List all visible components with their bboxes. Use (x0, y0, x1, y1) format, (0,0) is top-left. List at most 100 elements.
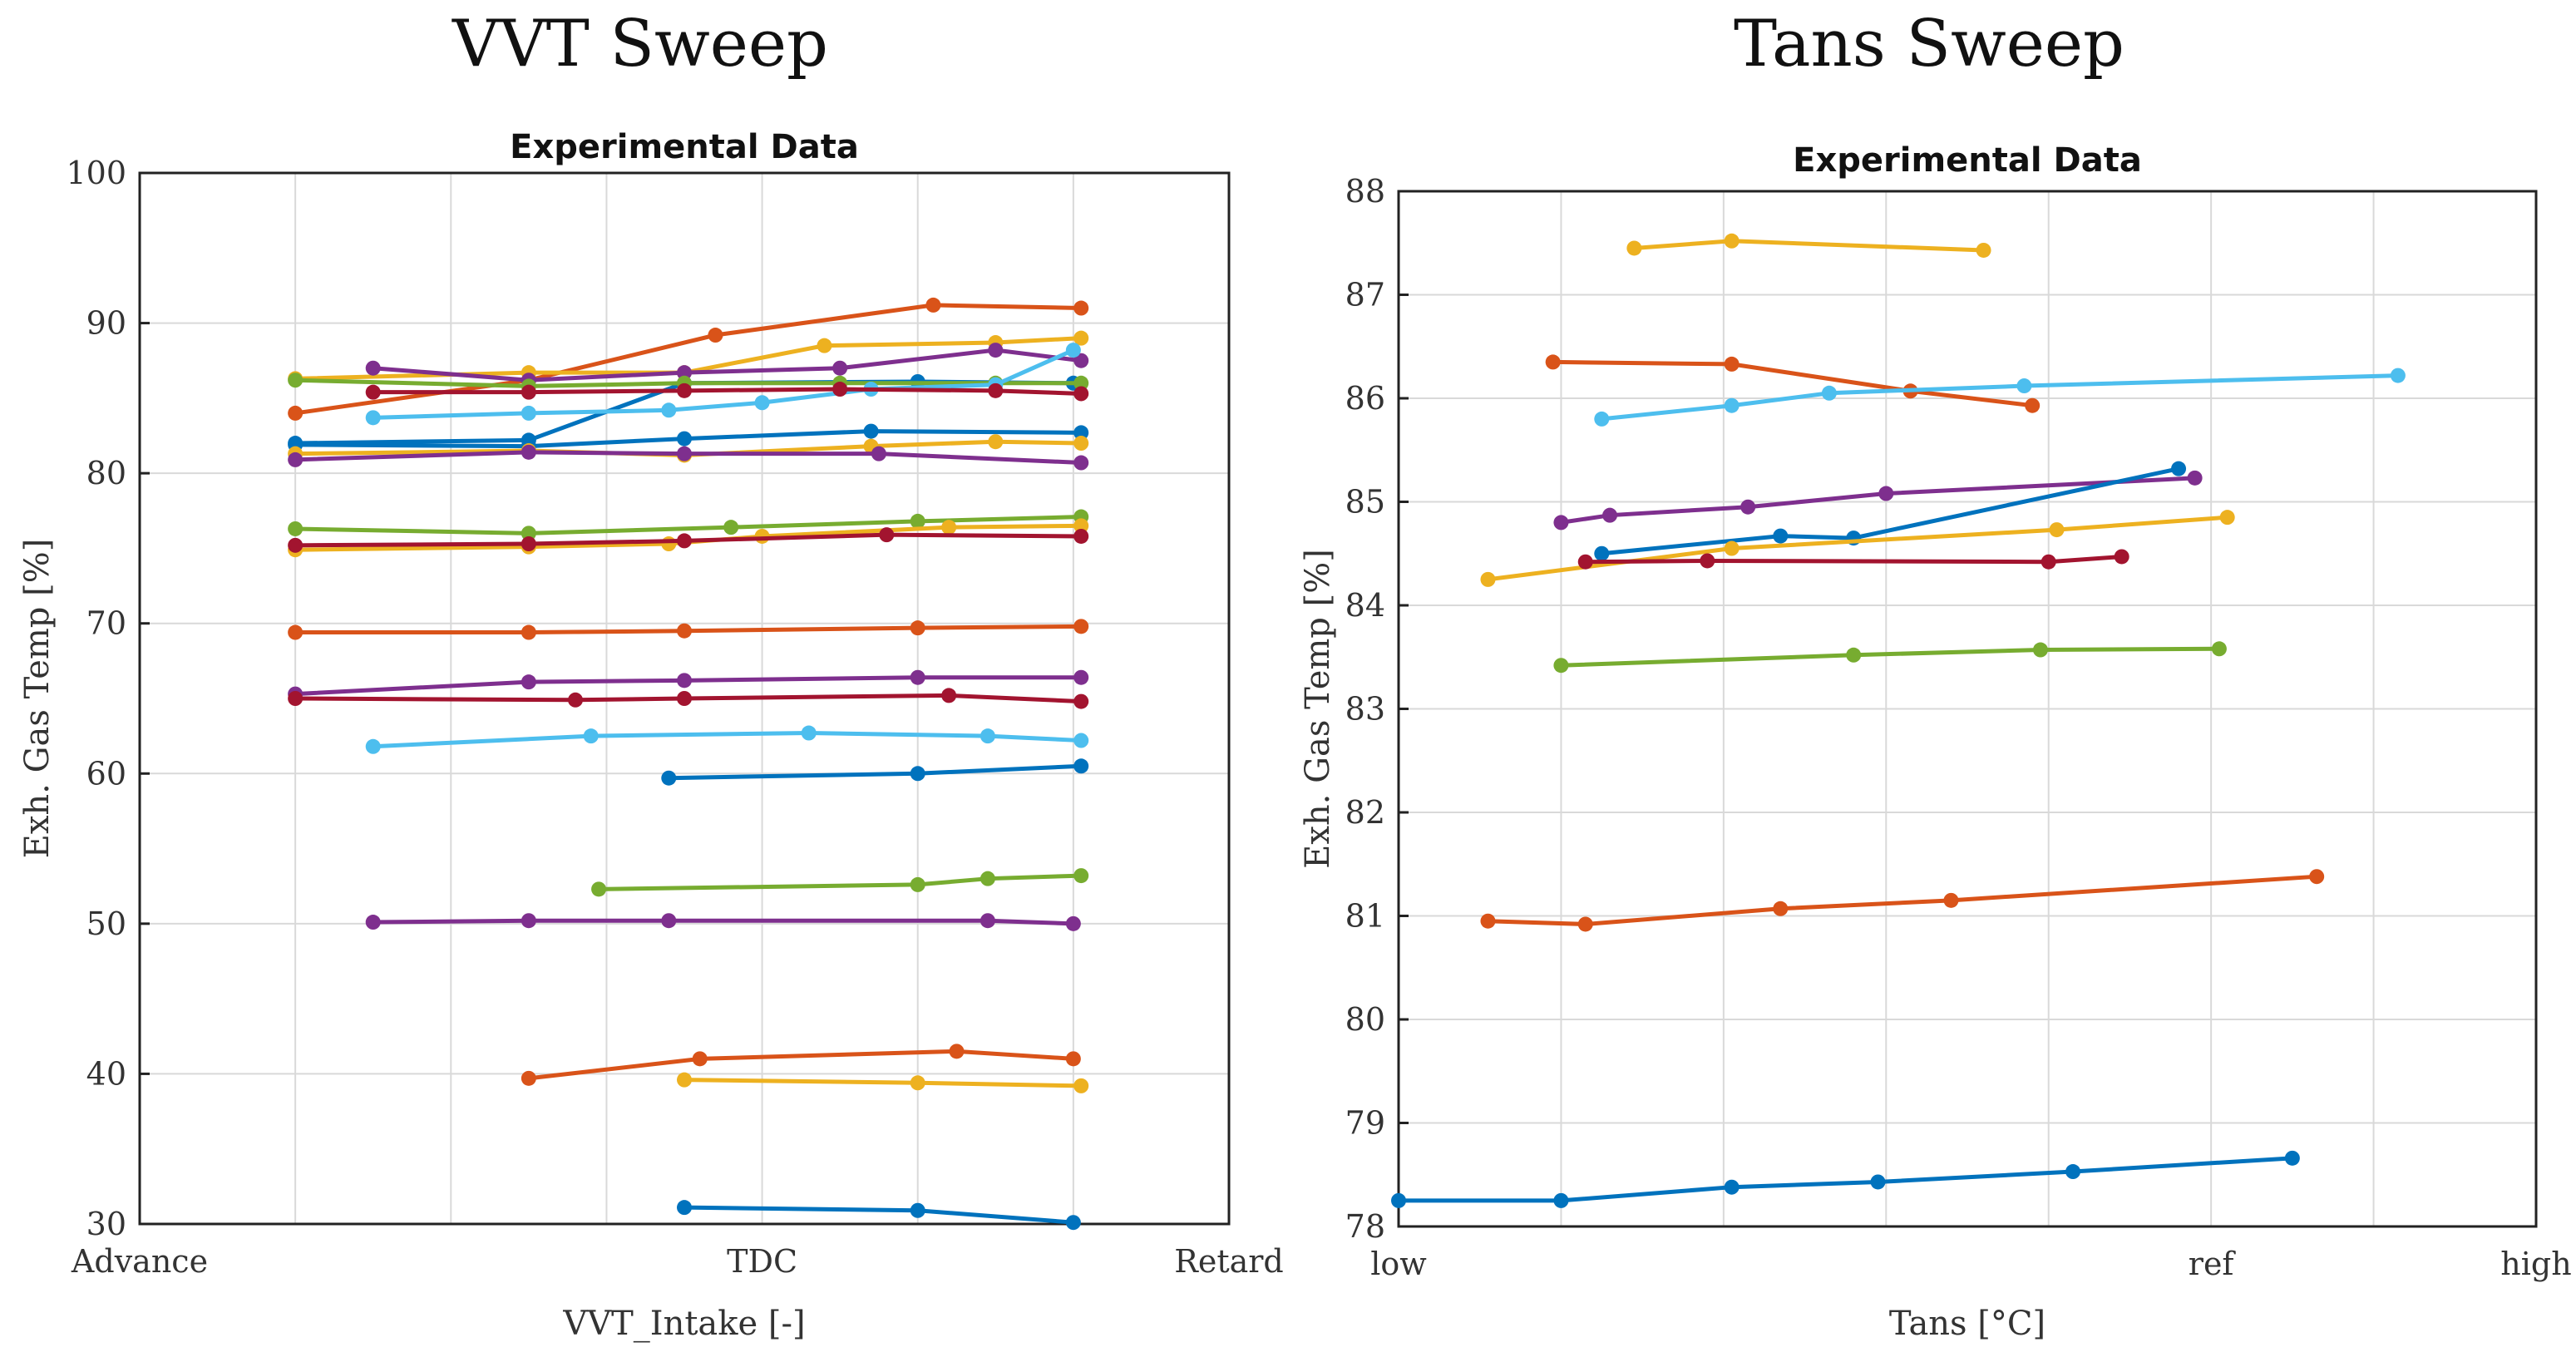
series-1 (288, 297, 1089, 421)
y-tick-label: 30 (86, 1206, 126, 1242)
series-21 (677, 1072, 1089, 1093)
x-tick-label: ref (2189, 1246, 2237, 1282)
series-8 (1480, 869, 2325, 932)
series-3 (1553, 470, 2203, 530)
data-point (2219, 510, 2235, 526)
data-point (365, 738, 381, 754)
data-point (1480, 913, 1496, 929)
data-point (677, 1200, 692, 1216)
data-point (2284, 1150, 2300, 1166)
series-line (1601, 373, 2398, 422)
series-line (1399, 1156, 2293, 1203)
data-point (1943, 892, 1959, 908)
data-point (521, 674, 536, 690)
data-point (723, 520, 739, 535)
data-point (980, 871, 995, 886)
series-5 (1480, 510, 2235, 587)
data-point (1545, 354, 1561, 370)
chart-title: Experimental Data (510, 128, 859, 166)
data-point (988, 343, 1004, 358)
data-point (661, 770, 677, 786)
data-point (1065, 915, 1081, 931)
data-point (1626, 240, 1642, 256)
data-point (521, 526, 536, 541)
y-tick-label: 80 (86, 455, 126, 491)
x-tick-label: high (2500, 1246, 2571, 1282)
chart-0: Experimental Data 30 40 50 60 70 80 90 100 Advanc… (18, 128, 1284, 1343)
data-point (1073, 353, 1089, 368)
data-point (817, 338, 832, 353)
series-9 (288, 444, 1089, 471)
data-point (871, 446, 886, 461)
data-point (1700, 553, 1715, 569)
x-axis-label: VVT_Intake [-] (562, 1305, 805, 1343)
data-point (521, 1070, 536, 1086)
data-point (2065, 1164, 2081, 1180)
data-point (910, 513, 925, 529)
data-point (677, 446, 692, 461)
series-line (683, 1205, 1074, 1225)
y-tick-label: 85 (1345, 484, 1385, 521)
data-point (365, 915, 381, 930)
data-point (521, 444, 536, 460)
data-point (1878, 486, 1894, 501)
data-point (1073, 518, 1089, 534)
data-point (1073, 733, 1089, 748)
chart-title: Experimental Data (1793, 141, 2142, 180)
data-point (692, 1051, 708, 1067)
data-point (677, 673, 692, 688)
y-tick-label: 86 (1345, 380, 1385, 417)
series-line (373, 387, 1082, 396)
chart-1: Experimental Data 78 79 80 81 82 83 84 85 86 87 88 l… (1299, 141, 2572, 1343)
y-tick-label: 70 (86, 605, 126, 642)
data-point (1480, 571, 1496, 587)
series-line (295, 336, 1082, 381)
right-panel-title: Tans Sweep (1734, 7, 2124, 81)
series-line (1585, 554, 2122, 565)
series-1 (1545, 354, 2041, 413)
series-line (669, 763, 1082, 781)
data-point (521, 536, 536, 552)
data-point (288, 537, 303, 553)
data-point (1073, 375, 1089, 391)
data-point (288, 624, 303, 640)
data-point (708, 328, 723, 343)
y-axis-label: Exh. Gas Temp [%] (18, 539, 57, 859)
data-point (365, 384, 381, 400)
data-point (288, 405, 303, 421)
data-point (1724, 356, 1740, 372)
data-point (677, 365, 692, 381)
data-point (1073, 1078, 1089, 1093)
series-16 (365, 725, 1089, 754)
series-line (1601, 466, 2179, 556)
series-20 (521, 1044, 1081, 1086)
data-point (1553, 658, 1569, 674)
data-point (521, 405, 536, 421)
data-point (2390, 368, 2406, 383)
data-point (1577, 916, 1593, 932)
data-point (1073, 669, 1089, 685)
data-point (910, 1202, 925, 1218)
data-point (879, 527, 895, 543)
data-point (677, 623, 692, 639)
data-point (365, 410, 381, 426)
series-line (1552, 359, 2033, 408)
data-point (521, 384, 536, 400)
series-0 (1626, 233, 1991, 258)
y-tick-label: 50 (86, 906, 126, 942)
data-point (677, 1072, 692, 1088)
data-point (2049, 522, 2065, 538)
x-tick-label: Retard (1174, 1243, 1284, 1280)
data-point (2025, 397, 2041, 413)
left-panel-title: VVT Sweep (452, 7, 828, 81)
data-point (2041, 554, 2056, 570)
data-point (1594, 411, 1610, 427)
data-point (1073, 455, 1089, 471)
data-point (1391, 1192, 1406, 1208)
data-point (863, 423, 879, 439)
data-point (1065, 1215, 1081, 1231)
data-point (801, 725, 817, 741)
y-tick-label: 100 (66, 155, 126, 191)
data-point (1773, 901, 1789, 916)
